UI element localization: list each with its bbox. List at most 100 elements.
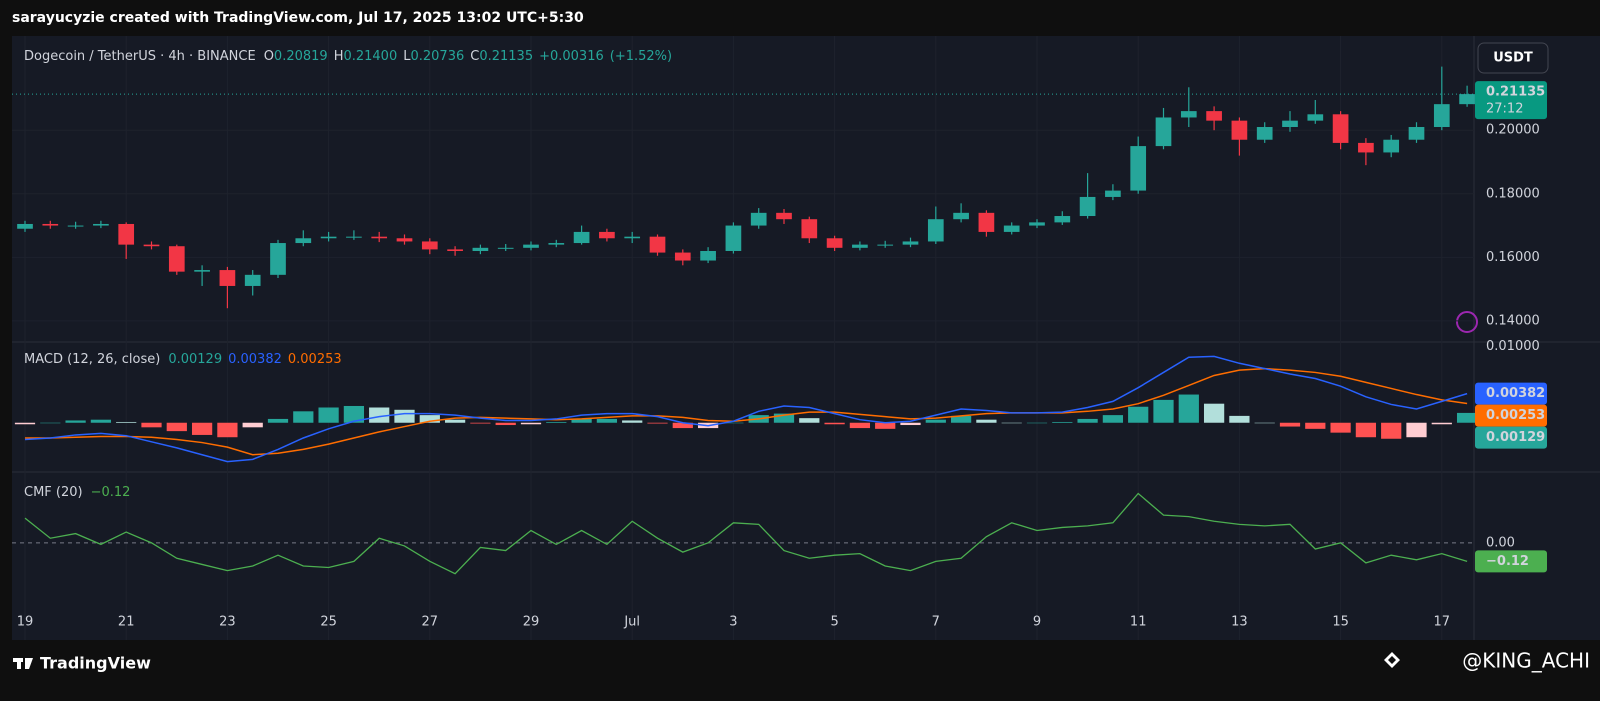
x-tick-label: 19 xyxy=(17,615,34,630)
histogram-bar xyxy=(976,419,997,423)
histogram-bar xyxy=(1254,422,1275,424)
y-tick-label: 0.01000 xyxy=(1486,339,1540,354)
histogram-bar xyxy=(293,411,314,423)
histogram-bar xyxy=(14,422,36,425)
cmf-tag-box xyxy=(1475,550,1547,573)
histogram-bar xyxy=(369,407,390,423)
y-tick-label: 0.20000 xyxy=(1486,123,1540,138)
histogram-bar xyxy=(546,421,567,423)
candle-body xyxy=(1079,196,1096,217)
histogram-bar xyxy=(1153,399,1174,423)
header-item: 0.00253 xyxy=(288,352,342,367)
header-item: O xyxy=(264,49,274,64)
histogram-bar xyxy=(596,418,618,423)
x-tick-label: 9 xyxy=(1033,615,1041,630)
candle-body xyxy=(42,223,59,226)
x-tick-label: 23 xyxy=(219,615,236,630)
candle-body xyxy=(649,236,666,253)
header-item: Dogecoin / TetherUS · 4h · BINANCE xyxy=(24,49,256,64)
histogram-bar xyxy=(1406,422,1427,438)
macd-line xyxy=(24,355,1468,463)
x-tick-label: 13 xyxy=(1231,615,1248,630)
histogram-bar xyxy=(1355,422,1377,438)
candle-body xyxy=(93,223,109,226)
candle-body xyxy=(194,270,210,272)
cmf-tag: −0.12 xyxy=(1486,554,1529,569)
overlay: 19 21 23 25 27 29 Jul 3 5 7 9 11 13 15 17 0.14000 0.1600… xyxy=(17,49,1547,630)
alert-icon[interactable] xyxy=(1456,311,1478,333)
histogram-bar xyxy=(1330,422,1351,433)
candle-body xyxy=(1054,216,1071,223)
candle-body xyxy=(953,212,969,220)
header-item: 0.00382 xyxy=(228,352,282,367)
tv-logo xyxy=(13,658,33,669)
candle-body xyxy=(447,249,463,251)
candle-body xyxy=(1231,120,1248,140)
candle-body xyxy=(978,212,995,232)
y-tick-label: 0.18000 xyxy=(1486,186,1540,201)
candle-body xyxy=(396,238,413,242)
histogram-bar xyxy=(723,422,744,424)
header-item: MACD (12, 26, close) xyxy=(24,352,160,367)
candle-body xyxy=(1105,190,1121,197)
header-item: 0.00129 xyxy=(168,352,222,367)
histogram-bar xyxy=(647,422,668,424)
candle-body xyxy=(826,238,843,248)
candle-body xyxy=(1433,104,1450,128)
histogram-bar xyxy=(824,422,845,425)
candle-body xyxy=(1155,117,1172,147)
candle-body xyxy=(219,270,236,286)
footer-credit: @KING_ACHI xyxy=(1462,649,1590,673)
candle-body xyxy=(1332,114,1349,143)
candle-body xyxy=(1003,225,1020,232)
header-item: 0.20736 xyxy=(410,49,464,64)
histogram-bar xyxy=(1203,403,1225,423)
header-item: 0.21135 xyxy=(479,49,533,64)
candle-body xyxy=(523,244,539,248)
x-tick-label: 27 xyxy=(422,615,439,630)
header-item: H xyxy=(334,49,344,64)
histogram-tag: 0.00129 xyxy=(1486,430,1545,445)
pane-header: Dogecoin / TetherUS · 4h · BINANCE O0.208… xyxy=(24,49,672,64)
currency-box[interactable] xyxy=(1477,42,1549,74)
candle-body xyxy=(1180,111,1197,118)
histogram-bar xyxy=(571,418,592,423)
candle-body xyxy=(1256,127,1273,140)
histogram-bar xyxy=(1305,422,1326,429)
histogram-bar xyxy=(217,422,238,438)
candle-body xyxy=(1358,142,1374,153)
x-tick-label: 21 xyxy=(118,615,135,630)
y-tick-label: 0.00 xyxy=(1486,535,1515,550)
candle-body xyxy=(497,247,514,249)
candle-body xyxy=(624,236,641,239)
x-tick-label: 5 xyxy=(830,615,838,630)
histogram-bar xyxy=(1102,415,1124,423)
y-tick-label: 0.16000 xyxy=(1486,250,1540,265)
candle-body xyxy=(1383,139,1400,153)
histogram-bar xyxy=(849,422,871,429)
candle-body xyxy=(472,247,489,251)
candle-body xyxy=(674,252,691,261)
candle-body xyxy=(1206,111,1222,121)
candle-body xyxy=(1459,94,1475,105)
histogram-bar xyxy=(925,419,946,423)
currency: USDT xyxy=(1493,51,1533,66)
candle-body xyxy=(346,236,362,238)
histogram-bar xyxy=(1128,406,1149,423)
candle-body xyxy=(852,244,868,248)
price-tag: 0.21135 xyxy=(1486,85,1545,100)
header-item: CMF (20) xyxy=(24,485,83,500)
marks xyxy=(12,66,1478,575)
histogram-bar xyxy=(1026,422,1048,424)
histogram-bar xyxy=(318,407,339,423)
histogram-bar xyxy=(65,420,86,423)
candle-body xyxy=(1282,120,1298,128)
candle-body xyxy=(548,243,565,245)
candle-body xyxy=(270,243,286,275)
histogram-bar xyxy=(191,422,213,435)
candle-body xyxy=(902,241,919,245)
x-tick-label: 17 xyxy=(1434,615,1451,630)
footer-brand: TradingView xyxy=(40,654,151,673)
candle-body xyxy=(371,236,388,239)
candle-body xyxy=(927,219,944,242)
